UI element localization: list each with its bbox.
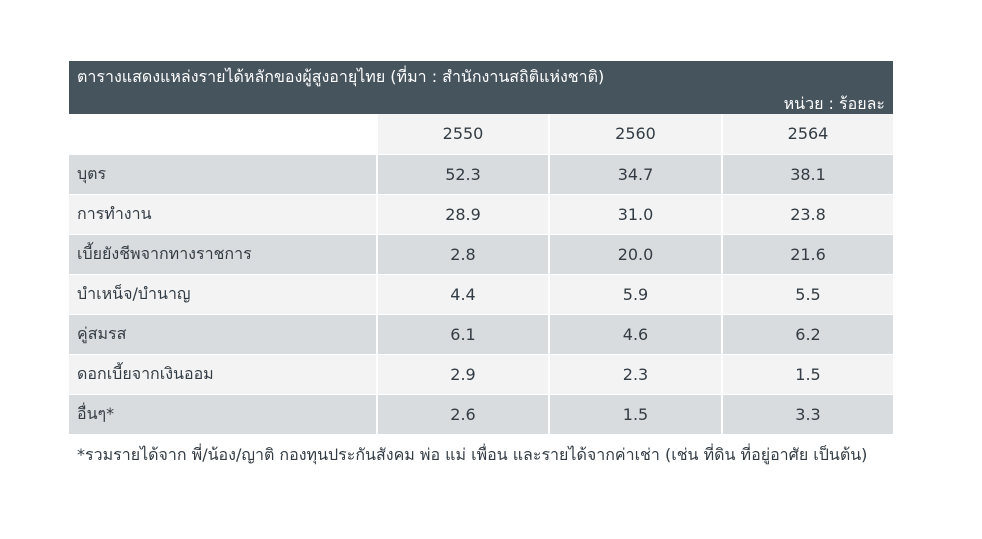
cell-value: 2.3 xyxy=(549,354,723,395)
column-header-2560: 2560 xyxy=(549,114,723,155)
cell-value: 2.6 xyxy=(377,394,550,435)
cell-value: 38.1 xyxy=(722,154,893,195)
cell-value: 6.1 xyxy=(377,314,550,355)
cell-value: 2.9 xyxy=(377,354,550,395)
table-row: ดอกเบี้ยจากเงินออม 2.9 2.3 1.5 xyxy=(69,354,893,395)
cell-value: 28.9 xyxy=(377,194,550,235)
row-label: บุตร xyxy=(69,154,378,195)
unit-label: หน่วย : ร้อยละ xyxy=(783,94,885,113)
corner-cell xyxy=(69,114,378,155)
income-sources-table: 2550 2560 2564 บุตร 52.3 34.7 38.1 การทำ… xyxy=(69,114,893,435)
cell-value: 1.5 xyxy=(722,354,893,395)
cell-value: 5.9 xyxy=(549,274,723,315)
table-row: การทำงาน 28.9 31.0 23.8 xyxy=(69,194,893,235)
cell-value: 6.2 xyxy=(722,314,893,355)
row-label: อื่นๆ* xyxy=(69,394,378,435)
column-header-2550: 2550 xyxy=(377,114,550,155)
row-label: การทำงาน xyxy=(69,194,378,235)
income-table-card: ตารางแสดงแหล่งรายได้หลักของผู้สูงอายุไทย… xyxy=(69,61,893,468)
row-label: ดอกเบี้ยจากเงินออม xyxy=(69,354,378,395)
cell-value: 4.6 xyxy=(549,314,723,355)
row-label: บำเหน็จ/บำนาญ xyxy=(69,274,378,315)
cell-value: 21.6 xyxy=(722,234,893,275)
cell-value: 34.7 xyxy=(549,154,723,195)
table-row: เบี้ยยังชีพจากทางราชการ 2.8 20.0 21.6 xyxy=(69,234,893,275)
cell-value: 4.4 xyxy=(377,274,550,315)
row-label: เบี้ยยังชีพจากทางราชการ xyxy=(69,234,378,275)
table-row: บำเหน็จ/บำนาญ 4.4 5.9 5.5 xyxy=(69,274,893,315)
cell-value: 5.5 xyxy=(722,274,893,315)
column-header-row: 2550 2560 2564 xyxy=(69,114,893,155)
table-row: อื่นๆ* 2.6 1.5 3.3 xyxy=(69,394,893,435)
cell-value: 31.0 xyxy=(549,194,723,235)
table-row: คู่สมรส 6.1 4.6 6.2 xyxy=(69,314,893,355)
row-label: คู่สมรส xyxy=(69,314,378,355)
cell-value: 1.5 xyxy=(549,394,723,435)
cell-value: 20.0 xyxy=(549,234,723,275)
cell-value: 52.3 xyxy=(377,154,550,195)
table-header: ตารางแสดงแหล่งรายได้หลักของผู้สูงอายุไทย… xyxy=(69,61,893,114)
table-title: ตารางแสดงแหล่งรายได้หลักของผู้สูงอายุไทย… xyxy=(77,67,605,86)
footnote: *รวมรายได้จาก พี่/น้อง/ญาติ กองทุนประกัน… xyxy=(77,444,868,464)
column-header-2564: 2564 xyxy=(722,114,893,155)
cell-value: 2.8 xyxy=(377,234,550,275)
table-row: บุตร 52.3 34.7 38.1 xyxy=(69,154,893,195)
cell-value: 3.3 xyxy=(722,394,893,435)
cell-value: 23.8 xyxy=(722,194,893,235)
